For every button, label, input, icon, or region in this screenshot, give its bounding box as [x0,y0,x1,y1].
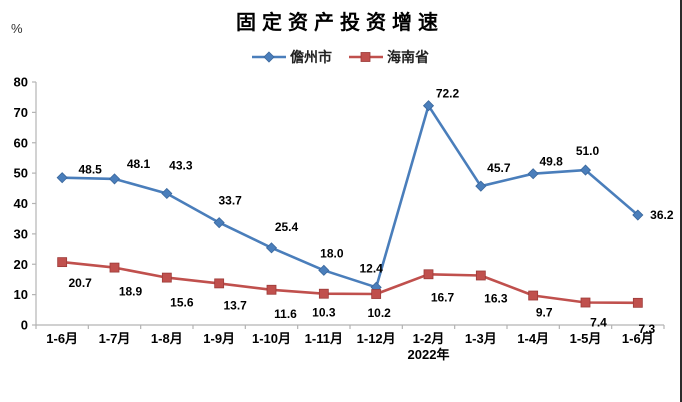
chart-title: 固定资产投资增速 [236,12,444,34]
x-axis-category-label: 1-7月 [99,331,131,346]
square-marker [423,269,434,280]
data-point-label: 7.4 [590,316,607,330]
diamond-marker [579,164,592,176]
square-marker [161,272,172,283]
data-point-label: 72.2 [436,87,460,101]
x-axis-category-label: 1-2月 [413,331,445,346]
diamond-marker [108,173,121,185]
y-axis-tick-label: 60 [14,135,28,150]
data-point-label: 36.2 [650,208,674,222]
diamond-marker [318,264,330,276]
legend-label-danzhou: 儋州市 [290,49,332,65]
x-axis-category-label: 1-5月 [570,331,602,346]
y-axis-unit-label: % [11,21,23,36]
diamond-marker [161,187,173,200]
x-axis-category-label: 1-3月 [465,331,497,346]
square-marker [57,257,68,268]
data-point-label: 12.4 [359,261,383,275]
y-axis-tick-label: 20 [14,257,28,272]
x-axis-category-label: 1-6月 [622,331,654,346]
x-axis-category-label: 1-10月 [252,331,291,346]
data-point-label: 48.1 [127,157,151,171]
line-diamond-marker-icon [252,51,286,63]
data-point-label: 25.4 [275,220,299,234]
square-marker [475,270,486,281]
y-axis-tick-label: 40 [14,196,28,211]
data-point-label: 20.7 [68,276,92,290]
data-point-label: 16.7 [431,290,455,304]
y-axis-tick-label: 10 [14,287,28,302]
square-marker [371,289,382,299]
line-square-marker-icon [349,52,383,62]
square-marker [214,278,225,289]
x-axis-category-label: 1-6月 [46,331,78,346]
x-axis-category-label: 1-11月 [305,331,343,346]
data-point-label: 51.0 [576,144,600,158]
data-point-label: 43.3 [169,158,193,172]
legend-label-hainan: 海南省 [387,49,429,65]
diamond-marker [632,209,644,221]
data-point-label: 11.6 [274,307,297,321]
square-marker [528,290,539,301]
y-axis-tick-label: 30 [14,226,28,241]
data-point-label: 13.7 [223,298,247,312]
diamond-marker [213,217,225,229]
series-line-0 [62,104,639,289]
x-axis-category-label: 1-8月 [151,331,183,346]
data-point-label: 10.3 [312,306,336,320]
diamond-marker [527,168,539,180]
legend-item-danzhou: 儋州市 [251,47,332,67]
data-point-label: 18.9 [119,285,143,299]
x-axis-category-label: 1-12月 [357,331,396,346]
data-point-label: 48.5 [78,163,102,177]
diamond-marker [265,242,278,254]
data-point-label: 9.7 [536,306,553,320]
y-axis-tick-label: 70 [14,105,28,120]
data-point-label: 15.6 [170,296,194,310]
square-marker [109,262,120,273]
diamond-marker [475,180,487,192]
data-point-label: 33.7 [218,194,242,208]
legend: 儋州市 海南省 [0,47,680,67]
legend-item-hainan: 海南省 [348,47,429,67]
diamond-marker [56,172,68,184]
data-point-label: 7.3 [638,322,655,336]
data-point-label: 45.7 [487,161,511,175]
square-marker [266,284,277,295]
series-line-1 [62,260,638,305]
data-point-label: 16.3 [484,291,508,305]
y-axis-tick-label: 50 [14,166,28,181]
square-marker [318,288,329,299]
x-axis-category-label: 1-9月 [203,331,235,346]
y-axis-tick-label: 0 [21,318,28,333]
data-point-label: 18.0 [320,246,344,260]
x-axis-category-label: 1-4月 [517,331,549,346]
square-marker [580,297,591,308]
data-point-label: 10.2 [367,306,391,320]
y-axis-tick-label: 80 [14,75,28,90]
square-marker [632,297,643,308]
data-point-label: 49.8 [539,155,563,169]
diamond-marker [422,100,435,112]
x-axis-year-label: 2022年 [408,347,450,362]
